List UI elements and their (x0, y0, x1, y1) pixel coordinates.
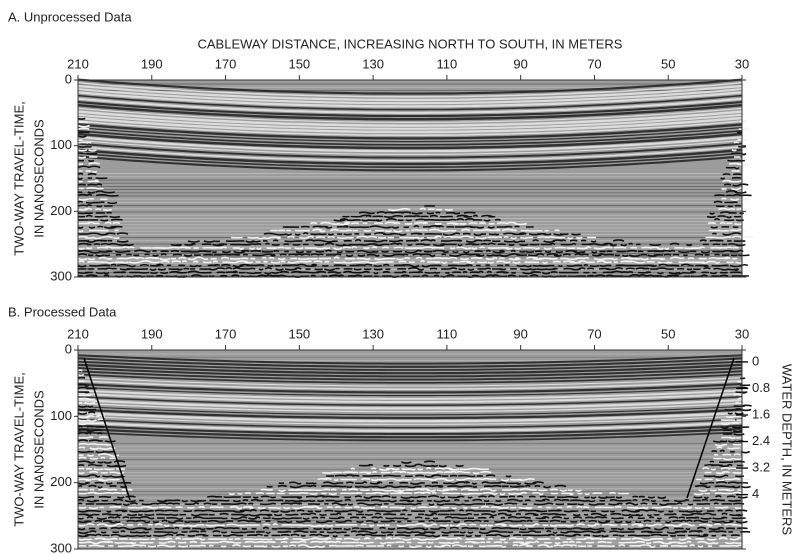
y-tick-label: 100 (50, 137, 72, 152)
x-tick-label: 130 (362, 326, 384, 341)
x-tick-label: 110 (437, 326, 458, 341)
x-tick-label: 170 (215, 56, 237, 71)
radargram-image (78, 350, 752, 549)
x-tick-label: 90 (513, 326, 527, 341)
x-tick-label: 130 (362, 56, 384, 71)
panel-title: A. Unprocessed Data (8, 9, 132, 24)
y2-tick-label: 4 (752, 486, 759, 501)
y-tick-label: 0 (65, 341, 72, 356)
x-tick-label: 190 (141, 56, 163, 71)
y-tick-label: 200 (50, 203, 72, 218)
y-tick-label: 300 (50, 268, 72, 283)
x-tick-label: 110 (437, 56, 458, 71)
y2-tick-label: 2.4 (752, 433, 770, 448)
bed-reflection (78, 119, 85, 120)
y-tick-label: 0 (65, 71, 72, 86)
y2-tick-label: 0.8 (752, 380, 770, 395)
x-tick-label: 70 (587, 326, 601, 341)
bed-reflection (78, 370, 82, 371)
radargram-image (78, 80, 753, 278)
x-tick-label: 50 (661, 326, 675, 341)
y-tick-label: 200 (50, 474, 72, 489)
y2-axis-label: WATER DEPTH, IN METERS (780, 364, 795, 536)
figure: A. Unprocessed Data CABLEWAY DISTANCE, IN… (0, 0, 797, 554)
y-axis-label: TWO-WAY TRAVEL-TIME, (11, 372, 26, 527)
y-tick-label: 300 (50, 540, 72, 554)
x-tick-label: 170 (215, 326, 237, 341)
x-tick-label: 30 (735, 326, 749, 341)
x-tick-label: 190 (141, 326, 163, 341)
y-axis-label: IN NANOSECONDS (31, 390, 46, 509)
x-tick-label: 70 (587, 56, 601, 71)
panel-title: B. Processed Data (8, 304, 117, 319)
y-axis-label: TWO-WAY TRAVEL-TIME, (11, 101, 26, 256)
x-tick-label: 210 (67, 56, 89, 71)
y-axis-label: IN NANOSECONDS (31, 119, 46, 238)
x-tick-label: 150 (288, 56, 310, 71)
y2-tick-label: 0 (752, 353, 759, 368)
x-tick-label: 90 (513, 56, 527, 71)
x-tick-label: 30 (735, 56, 749, 71)
x-axis-label: CABLEWAY DISTANCE, INCREASING NORTH TO S… (198, 36, 623, 51)
y2-tick-label: 1.6 (752, 406, 770, 421)
x-tick-label: 150 (288, 326, 310, 341)
y2-tick-label: 3.2 (752, 460, 770, 475)
x-tick-label: 210 (67, 326, 89, 341)
y-tick-label: 100 (50, 408, 72, 423)
x-tick-label: 50 (661, 56, 675, 71)
